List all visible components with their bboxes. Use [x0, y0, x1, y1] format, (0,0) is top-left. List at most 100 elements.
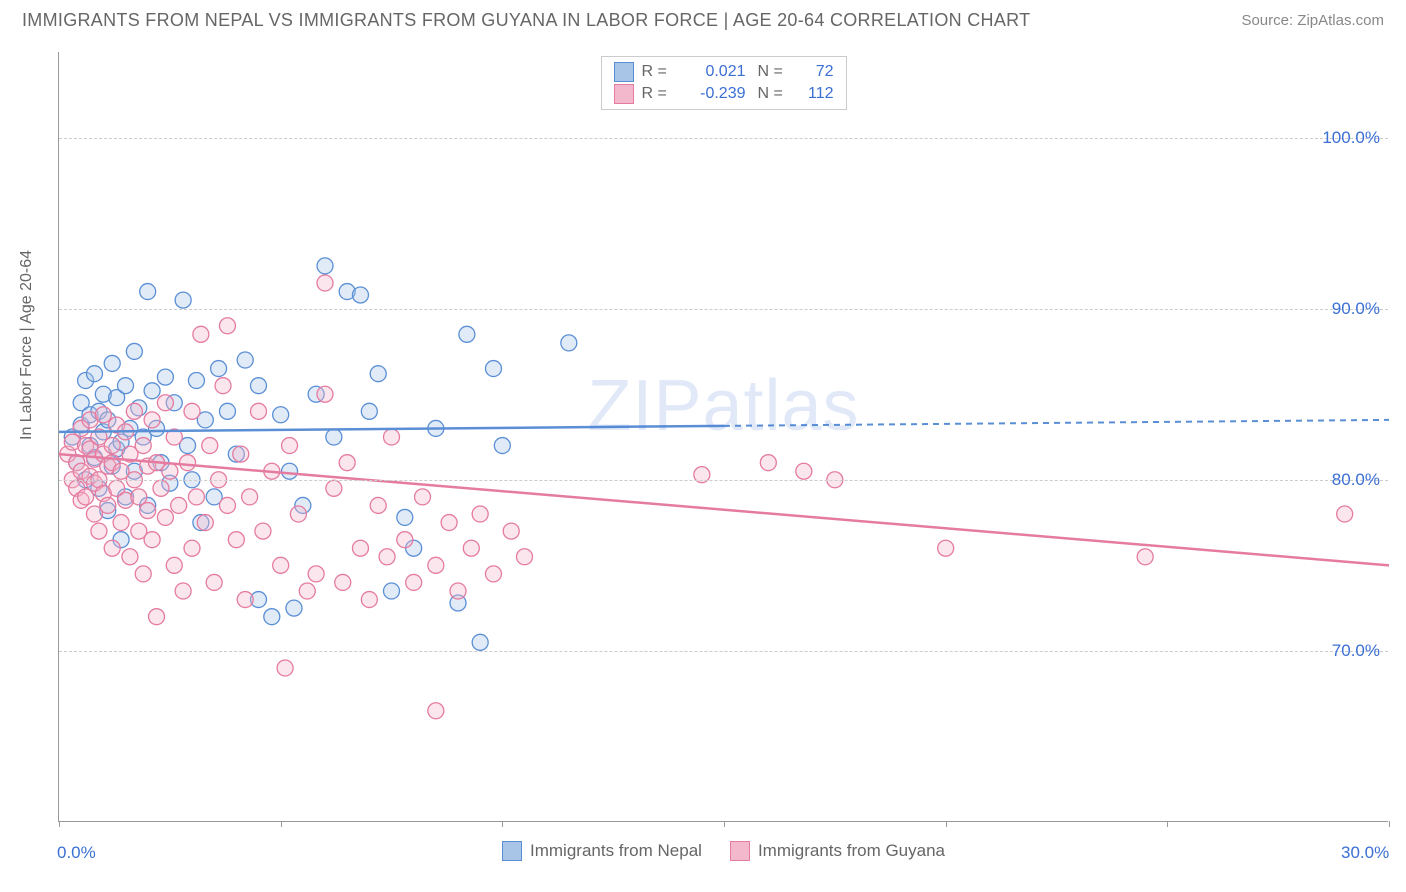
legend-row-nepal: R = 0.021 N = 72 — [614, 61, 834, 83]
data-point — [237, 592, 253, 608]
y-axis-title: In Labor Force | Age 20-64 — [18, 250, 36, 440]
data-point — [317, 386, 333, 402]
source-attribution: Source: ZipAtlas.com — [1241, 12, 1384, 29]
data-point — [397, 532, 413, 548]
data-point — [290, 506, 306, 522]
n-label: N = — [758, 85, 790, 103]
data-point — [561, 335, 577, 351]
data-point — [219, 318, 235, 334]
r-value-guyana: -0.239 — [682, 85, 746, 103]
data-point — [472, 634, 488, 650]
data-point — [472, 506, 488, 522]
trend-line — [59, 454, 1389, 565]
data-point — [171, 497, 187, 513]
trend-line-dashed — [724, 420, 1389, 426]
data-point — [188, 489, 204, 505]
data-point — [104, 540, 120, 556]
data-point — [135, 438, 151, 454]
data-point — [485, 566, 501, 582]
data-point — [796, 463, 812, 479]
data-point — [326, 480, 342, 496]
data-point — [938, 540, 954, 556]
data-point — [242, 489, 258, 505]
data-point — [188, 373, 204, 389]
legend-row-guyana: R = -0.239 N = 112 — [614, 83, 834, 105]
data-point — [104, 355, 120, 371]
x-tick — [1389, 821, 1390, 827]
data-point — [517, 549, 533, 565]
scatter-plot-svg — [59, 52, 1388, 821]
data-point — [91, 523, 107, 539]
data-point — [140, 284, 156, 300]
data-point — [1137, 549, 1153, 565]
data-point — [118, 378, 134, 394]
data-point — [317, 258, 333, 274]
data-point — [126, 403, 142, 419]
data-point — [428, 703, 444, 719]
chart-title: IMMIGRANTS FROM NEPAL VS IMMIGRANTS FROM… — [22, 10, 1030, 31]
data-point — [228, 532, 244, 548]
r-label: R = — [642, 63, 674, 81]
data-point — [760, 455, 776, 471]
x-tick — [281, 821, 282, 827]
legend-label-nepal: Immigrants from Nepal — [530, 841, 702, 861]
series-legend: Immigrants from Nepal Immigrants from Gu… — [59, 841, 1388, 861]
legend-item-guyana: Immigrants from Guyana — [730, 841, 945, 861]
n-value-guyana: 112 — [798, 85, 834, 103]
x-tick-label: 0.0% — [57, 843, 96, 863]
n-value-nepal: 72 — [798, 63, 834, 81]
data-point — [286, 600, 302, 616]
y-tick-label: 80.0% — [1332, 470, 1380, 490]
data-point — [184, 540, 200, 556]
data-point — [131, 489, 147, 505]
chart-plot-area: ZIPatlas R = 0.021 N = 72 R = -0.239 N =… — [58, 52, 1388, 822]
gridline-horizontal — [59, 480, 1388, 481]
data-point — [219, 403, 235, 419]
data-point — [428, 557, 444, 573]
data-point — [237, 352, 253, 368]
data-point — [206, 574, 222, 590]
n-label: N = — [758, 63, 790, 81]
legend-label-guyana: Immigrants from Guyana — [758, 841, 945, 861]
data-point — [157, 395, 173, 411]
data-point — [317, 275, 333, 291]
gridline-horizontal — [59, 138, 1388, 139]
y-tick-label: 100.0% — [1322, 128, 1380, 148]
data-point — [180, 455, 196, 471]
data-point — [251, 378, 267, 394]
data-point — [463, 540, 479, 556]
data-point — [308, 566, 324, 582]
data-point — [157, 369, 173, 385]
data-point — [162, 463, 178, 479]
x-tick — [946, 821, 947, 827]
data-point — [485, 361, 501, 377]
data-point — [193, 326, 209, 342]
gridline-horizontal — [59, 651, 1388, 652]
data-point — [282, 438, 298, 454]
data-point — [361, 403, 377, 419]
data-point — [86, 366, 102, 382]
data-point — [153, 480, 169, 496]
data-point — [406, 574, 422, 590]
swatch-guyana — [614, 84, 634, 104]
data-point — [78, 489, 94, 505]
y-tick-label: 90.0% — [1332, 299, 1380, 319]
r-value-nepal: 0.021 — [682, 63, 746, 81]
data-point — [264, 609, 280, 625]
x-tick-label: 30.0% — [1341, 843, 1389, 863]
data-point — [326, 429, 342, 445]
data-point — [95, 407, 111, 423]
data-point — [126, 343, 142, 359]
swatch-nepal — [614, 62, 634, 82]
data-point — [215, 378, 231, 394]
data-point — [122, 549, 138, 565]
data-point — [273, 557, 289, 573]
data-point — [384, 583, 400, 599]
data-point — [255, 523, 271, 539]
data-point — [397, 509, 413, 525]
data-point — [104, 438, 120, 454]
data-point — [361, 592, 377, 608]
r-label: R = — [642, 85, 674, 103]
data-point — [352, 287, 368, 303]
y-tick-label: 70.0% — [1332, 641, 1380, 661]
